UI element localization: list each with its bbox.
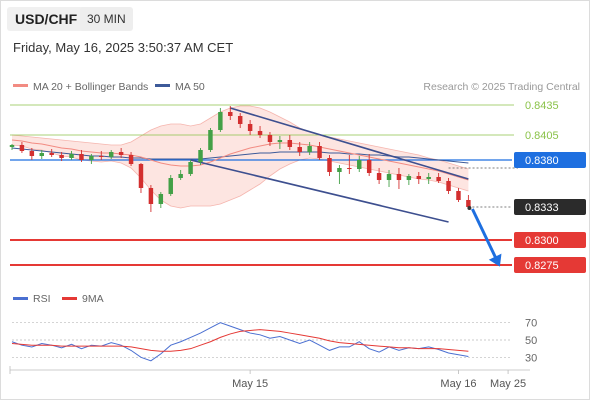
9ma-line [11, 329, 469, 352]
rsi-panel: 70 50 30 [11, 318, 537, 364]
level-label-0-8333: 0.8333 [525, 202, 559, 214]
candle-body [297, 147, 302, 152]
candle-body [396, 174, 402, 180]
candle-body [59, 155, 64, 158]
9ma-legend-swatch [62, 297, 77, 300]
level-label-0-8380: 0.8380 [525, 155, 559, 167]
candle-body [357, 160, 362, 169]
candle-body [9, 145, 15, 147]
forecast-arrow-shaft [471, 208, 500, 264]
time-tick-label: May 25 [490, 378, 526, 390]
last-price-dot [467, 206, 472, 210]
rsi-tick-70: 70 [525, 318, 537, 330]
candle-body [29, 151, 35, 156]
symbol-label[interactable]: USD/CHF [7, 7, 86, 31]
candle-body [307, 146, 312, 152]
candle-body [89, 156, 94, 160]
candle-body [228, 112, 233, 116]
candle-body [267, 135, 273, 142]
candle-body [277, 140, 283, 142]
candle-body [247, 124, 253, 131]
candle-body [178, 174, 183, 178]
candle-body [148, 188, 154, 204]
time-tick-label: May 16 [440, 378, 476, 390]
candle-body [198, 150, 203, 162]
candle-body [327, 158, 332, 172]
ma20-line [11, 139, 469, 181]
candlesticks [9, 106, 471, 212]
candle-body [436, 177, 441, 181]
level-label-0-8275: 0.8275 [525, 260, 559, 272]
candle-body [208, 130, 213, 150]
candle-body [416, 176, 422, 179]
top-bar: USD/CHF 30 MIN [0, 0, 590, 36]
candle-body [317, 146, 322, 158]
candle-body [49, 153, 54, 155]
candle-body [19, 145, 25, 151]
candle-body [188, 162, 193, 174]
candle-body [69, 154, 74, 158]
level-label-0-8435: 0.8435 [525, 100, 559, 112]
candle-body [218, 112, 223, 130]
forecast-arrow [467, 206, 502, 267]
candle-body [168, 178, 173, 194]
candle-body [257, 131, 263, 135]
rsi-tick-30: 30 [525, 352, 537, 364]
9ma-legend-label: 9MA [82, 293, 104, 305]
candle-body [446, 181, 451, 191]
time-tick-label: May 15 [232, 378, 268, 390]
candle-body [128, 155, 134, 164]
copyright-text: Research © 2025 Trading Central [423, 81, 580, 93]
candle-body [406, 176, 412, 180]
candle-body [456, 191, 461, 200]
interval-button[interactable]: 30 MIN [80, 7, 133, 31]
bollinger-bands [11, 105, 469, 209]
rsi-legend-swatch [13, 297, 28, 300]
channel-lower-line [190, 159, 449, 223]
ma20-legend-label: MA 20 + Bollinger Bands [33, 81, 148, 93]
level-tag-0-8300 [514, 232, 586, 248]
candle-body [237, 116, 243, 124]
candle-body [39, 153, 44, 156]
level-tag-0-8333 [514, 199, 586, 215]
level-label-0-8300: 0.8300 [525, 235, 559, 247]
candle-body [108, 152, 114, 157]
level-tag-0-8380 [514, 152, 586, 168]
candle-body [426, 177, 431, 179]
rsi-line [11, 322, 469, 362]
channel-upper-line [230, 107, 469, 180]
level-label-0-8405: 0.8405 [525, 130, 559, 142]
bollinger-upper-line [11, 105, 469, 170]
time-axis: May 15 May 16 May 25 [9, 366, 530, 390]
candle-body [138, 164, 144, 188]
ma50-legend-label: MA 50 [175, 81, 205, 93]
bollinger-band-fill [12, 106, 469, 208]
ma20-legend-swatch [13, 84, 28, 87]
level-tag-0-8275 [514, 257, 586, 273]
trend-channel [190, 107, 469, 223]
candle-body [287, 140, 293, 147]
bollinger-lower-line [11, 144, 469, 209]
candle-body [79, 154, 84, 160]
ma50-legend-swatch [155, 84, 170, 87]
rsi-legend-label: RSI [33, 293, 51, 305]
candle-body [347, 168, 352, 169]
candle-body [99, 156, 104, 157]
timestamp: Friday, May 16, 2025 3:50:37 AM CET [13, 40, 234, 55]
candle-body [466, 200, 471, 207]
candle-body [337, 168, 342, 172]
candle-body [118, 152, 124, 155]
candle-body [158, 194, 164, 204]
price-levels [10, 104, 518, 266]
price-axis-labels: 0.8435 0.8405 0.8380 0.8333 0.8300 0.8275 [514, 100, 586, 273]
forecast-arrow-head [488, 253, 502, 267]
candle-body [386, 174, 392, 180]
candle-body [366, 160, 372, 173]
rsi-tick-50: 50 [525, 335, 537, 347]
candle-body [376, 173, 382, 180]
